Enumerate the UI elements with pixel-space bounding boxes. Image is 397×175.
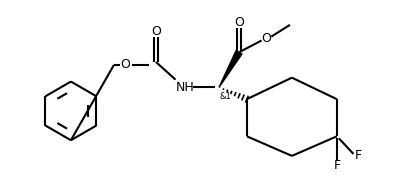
Text: O: O <box>121 58 131 71</box>
Polygon shape <box>219 51 242 87</box>
Text: F: F <box>355 149 362 162</box>
Text: O: O <box>262 32 272 45</box>
Text: O: O <box>151 25 161 38</box>
Text: F: F <box>333 159 340 172</box>
Text: NH: NH <box>176 81 195 94</box>
Text: O: O <box>234 16 244 29</box>
Text: &1: &1 <box>220 92 231 101</box>
